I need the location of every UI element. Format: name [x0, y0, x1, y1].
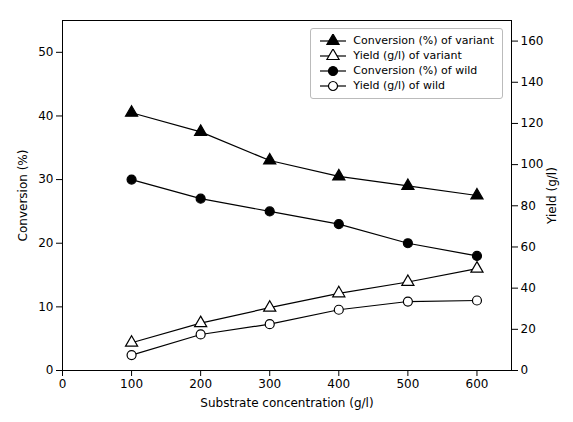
svg-text:100: 100 [120, 377, 143, 391]
svg-text:400: 400 [327, 377, 350, 391]
svg-text:120: 120 [521, 116, 544, 130]
svg-text:80: 80 [521, 199, 536, 213]
svg-text:Substrate concentration (g/l): Substrate concentration (g/l) [200, 396, 373, 410]
svg-text:Conversion (%): Conversion (%) [16, 150, 30, 242]
svg-text:20: 20 [521, 322, 536, 336]
svg-text:200: 200 [189, 377, 212, 391]
html-text:Conversion (%) of variant: Conversion (%) of variant [353, 34, 494, 47]
svg-text:600: 600 [466, 377, 489, 391]
html-text:Yield (g/l) of wild: Yield (g/l) of wild [353, 78, 445, 92]
svg-text:Yield (g/l): Yield (g/l) [545, 167, 559, 225]
html-text:Yield (g/l) of variant: Yield (g/l) of variant [353, 48, 462, 62]
svg-text:0: 0 [59, 377, 67, 391]
svg-text:40: 40 [521, 281, 536, 295]
svg-text:160: 160 [521, 34, 544, 48]
svg-text:0: 0 [521, 363, 529, 377]
svg-text:60: 60 [521, 240, 536, 254]
svg-text:500: 500 [396, 377, 419, 391]
svg-text:0: 0 [46, 363, 54, 377]
svg-text:20: 20 [38, 236, 53, 250]
html-text:Conversion (%) of wild: Conversion (%) of wild [353, 63, 478, 77]
svg-text:300: 300 [258, 377, 281, 391]
svg-text:40: 40 [38, 109, 53, 123]
svg-text:100: 100 [521, 157, 544, 171]
svg-text:10: 10 [38, 300, 53, 314]
svg-text:50: 50 [38, 45, 53, 59]
svg-text:140: 140 [521, 75, 544, 89]
svg-text:30: 30 [38, 172, 53, 186]
